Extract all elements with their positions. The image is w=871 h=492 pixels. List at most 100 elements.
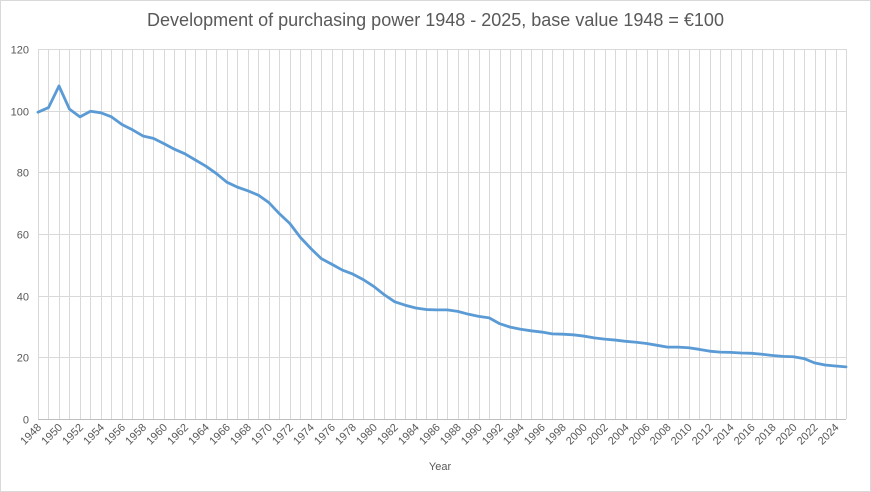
x-tick-label: 1950 [39,422,65,448]
x-axis-title: Year [429,461,452,473]
x-tick-label: 2002 [585,422,611,448]
x-tick-label: 1972 [270,422,296,448]
data-point [225,181,229,184]
data-point [78,115,82,119]
data-point [131,128,134,131]
data-point [404,304,407,307]
y-tick-label: 120 [11,45,29,57]
data-point [813,361,816,365]
data-point [173,148,176,151]
x-tick-label: 1994 [501,422,527,448]
data-point [299,236,302,239]
data-point [435,308,438,312]
data-point [162,142,166,145]
x-tick-label: 1996 [522,422,548,448]
data-point [844,365,848,369]
x-tick-label: 2004 [606,422,632,448]
data-point [550,332,554,336]
data-point [47,106,50,109]
data-point [446,308,449,312]
x-tick-label: 2016 [732,422,758,448]
grid-layer [38,49,847,419]
data-point [792,355,795,358]
x-tick-label: 2000 [564,422,590,448]
data-point [802,357,806,360]
x-tick-label: 2014 [711,422,737,448]
data-point [498,322,501,325]
data-point [278,212,281,215]
x-tick-label: 1988 [438,422,464,448]
data-point [341,268,344,272]
x-tick-label: 1976 [312,422,338,448]
data-point [372,285,375,288]
x-tick-label: 2024 [816,422,842,448]
x-tick-label: 1978 [333,422,359,448]
data-point [288,222,292,225]
data-point [687,346,690,349]
data-point [110,115,113,119]
data-point [383,293,386,296]
data-point [771,354,774,357]
x-tick-label: 1954 [81,422,107,448]
data-point [36,111,40,114]
data-point [582,334,585,338]
data-point [540,330,543,334]
data-point [99,111,103,115]
data-point [708,349,711,353]
x-tick-label: 1992 [480,422,506,448]
x-tick-label: 1966 [207,422,233,448]
data-point [781,355,785,358]
data-point [246,189,250,193]
x-tick-label: 1998 [543,422,569,448]
y-tick-label: 20 [17,353,29,365]
x-tick-label: 2008 [648,422,674,448]
x-tick-label: 1980 [354,422,380,448]
data-point [393,300,396,304]
data-point [215,172,218,175]
x-tick-label: 1990 [459,422,485,448]
data-point [571,333,575,337]
y-tick-label: 40 [17,292,29,304]
data-point [718,350,722,354]
data-point [414,306,417,310]
data-point [456,310,459,313]
x-tick-label: 1964 [186,422,212,448]
x-tick-label: 1956 [102,422,128,448]
data-point [120,123,124,126]
data-point [645,342,648,345]
data-point [592,336,596,340]
x-tick-label: 2010 [669,422,695,448]
data-point [561,333,564,336]
x-tick-label: 2006 [627,422,653,448]
data-point [309,247,313,250]
x-tick-label: 1962 [165,422,191,448]
data-point [425,308,428,311]
x-tick-label: 1970 [249,422,275,448]
x-tick-label: 2018 [753,422,779,448]
data-point [739,351,743,355]
data-point [141,134,145,138]
data-point [760,353,764,356]
x-tick-label: 1982 [375,422,401,448]
data-point [834,364,837,368]
data-point [624,340,627,343]
data-point [183,152,187,156]
data-point [267,201,271,204]
x-tick-label: 1952 [60,422,86,448]
x-tick-label: 1968 [228,422,254,448]
data-point [603,337,606,341]
data-point [666,345,669,349]
data-point [330,263,334,266]
data-point [57,84,61,88]
data-point [152,137,155,140]
data-point [194,158,197,162]
data-point [320,257,323,260]
x-tick-label: 1986 [417,422,443,448]
data-point [477,315,480,318]
data-point [257,193,260,197]
data-point [509,325,512,329]
data-point [823,363,827,367]
data-point [676,345,680,349]
